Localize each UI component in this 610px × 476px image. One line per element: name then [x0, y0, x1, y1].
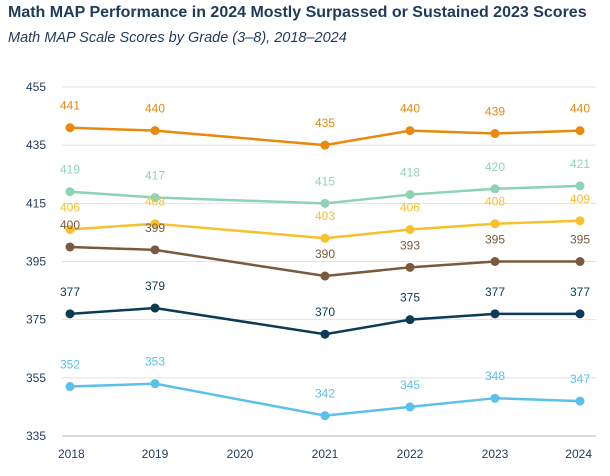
data-point: [150, 193, 160, 203]
data-label: 440: [570, 102, 590, 116]
data-label: 408: [485, 195, 505, 209]
data-label: 342: [315, 387, 335, 401]
data-point: [65, 309, 75, 319]
data-label: 353: [145, 355, 165, 369]
data-point: [150, 219, 160, 229]
data-label: 420: [485, 160, 505, 174]
data-point: [490, 393, 500, 403]
series-line: [69, 382, 581, 417]
chart-title: Math MAP Performance in 2024 Mostly Surp…: [8, 4, 587, 21]
data-label: 377: [485, 285, 505, 299]
data-label: 375: [400, 291, 420, 305]
data-point: [490, 257, 500, 266]
data-point: [405, 190, 415, 200]
y-tick-label: 415: [26, 196, 46, 210]
data-label: 370: [315, 305, 335, 319]
data-point: [320, 271, 330, 281]
data-point: [320, 329, 330, 339]
y-tick-label: 395: [26, 255, 46, 269]
data-label: 441: [60, 99, 80, 113]
data-label: 417: [145, 169, 165, 183]
series-line: [69, 245, 580, 278]
data-point: [575, 257, 585, 266]
y-tick-label: 335: [26, 429, 46, 443]
data-point: [490, 129, 500, 139]
data-label: 419: [60, 163, 80, 177]
data-label: 348: [485, 369, 505, 383]
data-point: [575, 309, 585, 319]
data-point: [320, 411, 330, 421]
data-point: [65, 225, 75, 235]
data-point: [405, 126, 415, 136]
y-tick-label: 435: [26, 138, 46, 152]
data-label: 440: [400, 102, 420, 116]
y-tick-label: 355: [26, 371, 46, 385]
data-point: [575, 396, 585, 406]
data-point: [405, 262, 415, 272]
x-tick-label: 2020: [227, 447, 254, 461]
data-point: [490, 309, 500, 319]
data-label: 399: [145, 221, 165, 235]
data-point: [575, 126, 585, 136]
data-point: [320, 198, 330, 208]
data-label: 395: [570, 233, 590, 247]
data-point: [405, 402, 415, 412]
data-label: 409: [570, 192, 590, 206]
x-tick-label: 2022: [397, 447, 424, 461]
data-label: 390: [315, 247, 335, 261]
data-point: [65, 242, 75, 252]
data-label: 406: [60, 201, 80, 215]
series-line: [69, 126, 581, 147]
series-line: [69, 219, 581, 240]
data-label: 377: [60, 285, 80, 299]
data-label: 403: [315, 209, 335, 223]
data-point: [150, 303, 160, 313]
data-label: 440: [145, 102, 165, 116]
data-point: [575, 181, 585, 191]
data-point: [490, 219, 500, 229]
x-tick-label: 2024: [565, 447, 592, 461]
data-point: [65, 123, 75, 133]
data-label: 345: [400, 378, 420, 392]
data-label: 408: [145, 195, 165, 209]
data-point: [575, 216, 585, 226]
data-label: 439: [485, 105, 505, 119]
data-label: 415: [315, 174, 335, 188]
data-point: [320, 140, 330, 150]
y-tick-label: 455: [26, 80, 46, 94]
data-label: 347: [570, 372, 590, 386]
data-point: [150, 379, 160, 389]
data-point: [320, 233, 330, 243]
data-point: [405, 225, 415, 235]
data-label: 418: [400, 166, 420, 180]
chart-subtitle: Math MAP Scale Scores by Grade (3–8), 20…: [8, 30, 347, 46]
data-label: 421: [570, 157, 590, 171]
data-label: 406: [400, 201, 420, 215]
data-point: [65, 187, 75, 197]
data-label: 435: [315, 116, 335, 130]
data-label: 393: [400, 238, 420, 252]
x-tick-label: 2018: [58, 447, 85, 461]
x-tick-label: 2023: [482, 447, 509, 461]
series-line: [69, 306, 580, 336]
data-label: 377: [570, 285, 590, 299]
data-label: 400: [60, 218, 80, 232]
data-point: [65, 382, 75, 392]
data-point: [490, 184, 500, 194]
data-label: 352: [60, 358, 80, 372]
data-point: [150, 245, 160, 255]
data-label: 379: [145, 279, 165, 293]
y-tick-label: 375: [26, 313, 46, 327]
data-point: [150, 126, 160, 136]
x-tick-label: 2021: [312, 447, 339, 461]
x-tick-label: 2019: [142, 447, 169, 461]
data-label: 395: [485, 233, 505, 247]
data-point: [405, 315, 415, 325]
series-line: [69, 184, 581, 205]
